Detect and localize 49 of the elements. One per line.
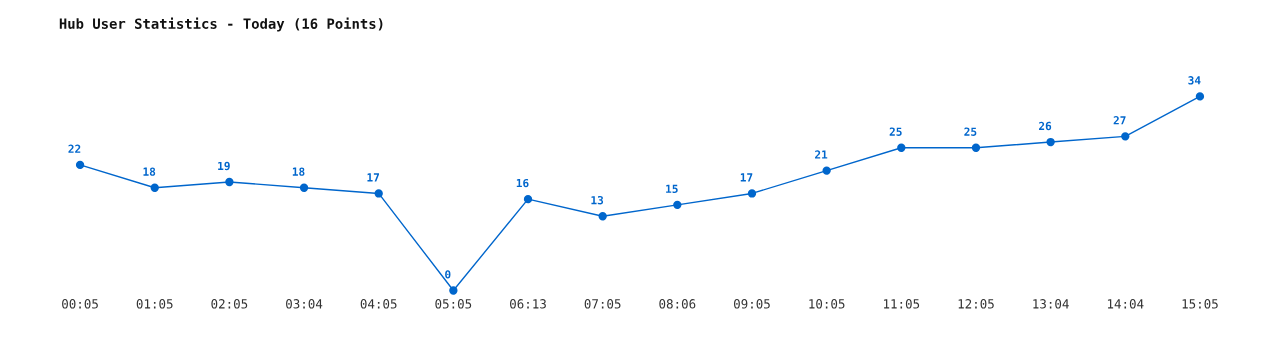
data-label: 27 xyxy=(1113,116,1126,125)
point xyxy=(449,286,458,295)
data-label: 15 xyxy=(666,184,678,193)
point xyxy=(150,183,159,192)
x-tick-label: 15:05 xyxy=(1182,299,1218,309)
x-tick-label: 11:05 xyxy=(883,299,920,309)
x-tick-label: 13:04 xyxy=(1033,299,1069,309)
point xyxy=(673,200,682,210)
point xyxy=(75,160,85,170)
point xyxy=(523,194,533,204)
data-label: 18 xyxy=(292,167,305,176)
point xyxy=(374,189,383,198)
data-label: 17 xyxy=(740,173,753,182)
data-label: 25 xyxy=(889,127,902,136)
point xyxy=(598,212,607,221)
data-label: 13 xyxy=(591,196,604,205)
x-tick-label: 12:05 xyxy=(958,299,994,309)
x-tick-label: 08:06 xyxy=(659,299,696,309)
data-label: 25 xyxy=(964,127,977,136)
x-tick-label: 09:05 xyxy=(733,299,770,309)
x-tick-label: 06:13 xyxy=(510,299,546,309)
point xyxy=(1195,92,1205,101)
point xyxy=(747,189,757,198)
x-tick-label: 10:05 xyxy=(809,299,845,309)
data-label: 0 xyxy=(445,270,451,279)
data-label: 17 xyxy=(367,173,379,182)
x-tick-label: 07:05 xyxy=(584,299,621,309)
point xyxy=(225,177,234,187)
data-label: 18 xyxy=(143,167,156,176)
data-label: 21 xyxy=(815,150,828,159)
x-tick-label: 03:04 xyxy=(286,299,323,309)
point xyxy=(1121,132,1130,141)
x-tick-label: 04:05 xyxy=(360,299,397,309)
x-tick-label: 14:04 xyxy=(1107,299,1144,309)
x-tick-label: 05:05 xyxy=(435,299,472,309)
data-label: 16 xyxy=(516,178,529,188)
x-tick-label: 02:05 xyxy=(211,299,248,309)
point xyxy=(822,166,831,175)
chart-title: Hub User Statistics - Today (16 Points) xyxy=(59,17,383,32)
data-label: 34 xyxy=(1188,76,1201,85)
data-label: 19 xyxy=(218,161,230,171)
point xyxy=(897,143,906,152)
data-label: 26 xyxy=(1038,121,1052,131)
point xyxy=(971,143,981,152)
point xyxy=(1046,137,1055,147)
x-tick-label: 00:05 xyxy=(62,299,98,309)
point xyxy=(299,183,309,192)
data-label: 22 xyxy=(68,144,81,153)
x-tick-label: 01:05 xyxy=(136,299,173,309)
